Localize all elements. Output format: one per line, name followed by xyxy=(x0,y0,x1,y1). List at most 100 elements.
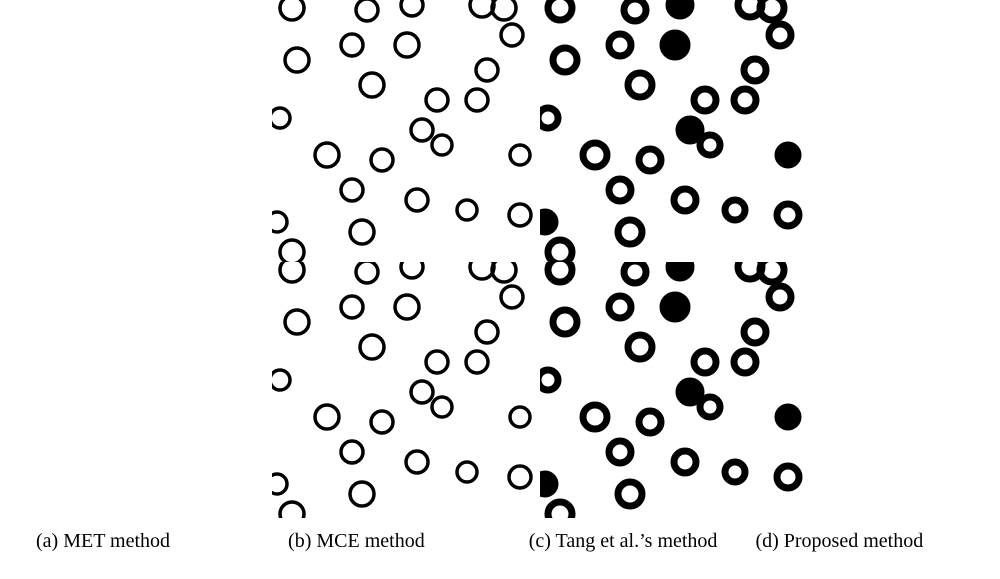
cell-ring xyxy=(499,284,525,310)
cell-ring xyxy=(730,347,760,377)
cell-ring xyxy=(348,480,376,508)
cell-ring xyxy=(499,22,525,48)
caption-c: (c) Tang et al.’s method xyxy=(528,530,718,552)
cell-ring xyxy=(773,200,803,230)
cell-ring xyxy=(614,216,646,248)
cell-ring xyxy=(508,405,532,429)
figure-images xyxy=(272,0,803,518)
cell-ring xyxy=(313,403,341,431)
image-panel xyxy=(540,0,803,262)
cell-ring xyxy=(272,472,289,496)
cell-ring xyxy=(358,71,386,99)
cell-ring xyxy=(348,218,376,246)
cell-ring xyxy=(665,0,695,20)
cell-ring xyxy=(540,470,559,498)
cell-ring xyxy=(614,478,646,510)
cell-ring xyxy=(399,0,425,18)
image-panel xyxy=(272,262,533,518)
cell-ring xyxy=(474,319,500,345)
cell-ring xyxy=(490,0,518,22)
cell-ring xyxy=(605,175,635,205)
cell-ring xyxy=(313,141,341,169)
cell-ring xyxy=(424,87,450,113)
cell-ring xyxy=(474,57,500,83)
cell-ring xyxy=(354,262,380,285)
cell-ring xyxy=(620,0,650,25)
cell-ring xyxy=(283,308,311,336)
cell-ring xyxy=(272,210,289,234)
cell-ring xyxy=(549,306,581,338)
cell-ring xyxy=(409,117,435,143)
cell-ring xyxy=(579,139,611,171)
cell-ring xyxy=(455,198,479,222)
cell-ring xyxy=(339,439,365,465)
cell-ring xyxy=(549,44,581,76)
cell-ring xyxy=(544,236,576,262)
cell-ring xyxy=(409,379,435,405)
cell-ring xyxy=(272,106,292,130)
cell-ring xyxy=(272,368,292,392)
cell-ring xyxy=(756,262,788,286)
cell-ring xyxy=(696,393,724,421)
cell-ring xyxy=(624,69,656,101)
cell-ring xyxy=(605,292,635,322)
cell-ring xyxy=(544,498,576,518)
cell-ring xyxy=(278,500,306,518)
cell-ring xyxy=(773,462,803,492)
cell-ring xyxy=(774,141,802,169)
cell-ring xyxy=(278,238,306,262)
cell-ring xyxy=(765,20,795,50)
cell-ring xyxy=(339,32,365,58)
cell-ring xyxy=(635,407,665,437)
cell-ring xyxy=(430,395,454,419)
cell-ring xyxy=(675,377,705,407)
cell-ring xyxy=(696,131,724,159)
cell-ring xyxy=(508,143,532,167)
cell-ring xyxy=(490,262,518,284)
cell-ring xyxy=(404,187,430,213)
cell-ring xyxy=(635,145,665,175)
cell-ring xyxy=(455,460,479,484)
caption-a: (a) MET method xyxy=(36,530,171,552)
cell-ring xyxy=(468,262,496,281)
cell-ring xyxy=(278,0,306,22)
cell-ring xyxy=(544,0,576,24)
cell-ring xyxy=(507,464,533,490)
cell-ring xyxy=(605,30,635,60)
cell-ring xyxy=(721,458,749,486)
cell-ring xyxy=(690,85,720,115)
cell-ring xyxy=(358,333,386,361)
cell-ring xyxy=(620,262,650,287)
cell-ring xyxy=(369,409,395,435)
cell-ring xyxy=(605,437,635,467)
cell-ring xyxy=(544,262,576,286)
cell-ring xyxy=(675,115,705,145)
cell-ring xyxy=(404,449,430,475)
cell-ring xyxy=(540,104,562,132)
cell-ring xyxy=(278,262,306,284)
cell-ring xyxy=(659,291,691,323)
cell-ring xyxy=(399,262,425,280)
cell-ring xyxy=(756,0,788,24)
cell-ring xyxy=(721,196,749,224)
cell-ring xyxy=(659,29,691,61)
cell-ring xyxy=(339,294,365,320)
cell-ring xyxy=(670,185,700,215)
cell-ring xyxy=(730,85,760,115)
cell-ring xyxy=(740,317,770,347)
image-panel xyxy=(272,0,533,262)
cell-ring xyxy=(690,347,720,377)
caption-d: (d) Proposed method xyxy=(755,530,924,552)
cell-ring xyxy=(424,349,450,375)
cell-ring xyxy=(430,133,454,157)
cell-ring xyxy=(670,447,700,477)
cell-ring xyxy=(507,202,533,228)
cell-ring xyxy=(354,0,380,23)
cell-ring xyxy=(339,177,365,203)
cell-ring xyxy=(283,46,311,74)
caption: (a) MET method (b) MCE method (c) Tang et … xyxy=(0,528,1000,555)
cell-ring xyxy=(464,87,490,113)
cell-ring xyxy=(464,349,490,375)
cell-ring xyxy=(540,208,559,236)
cell-ring xyxy=(579,401,611,433)
